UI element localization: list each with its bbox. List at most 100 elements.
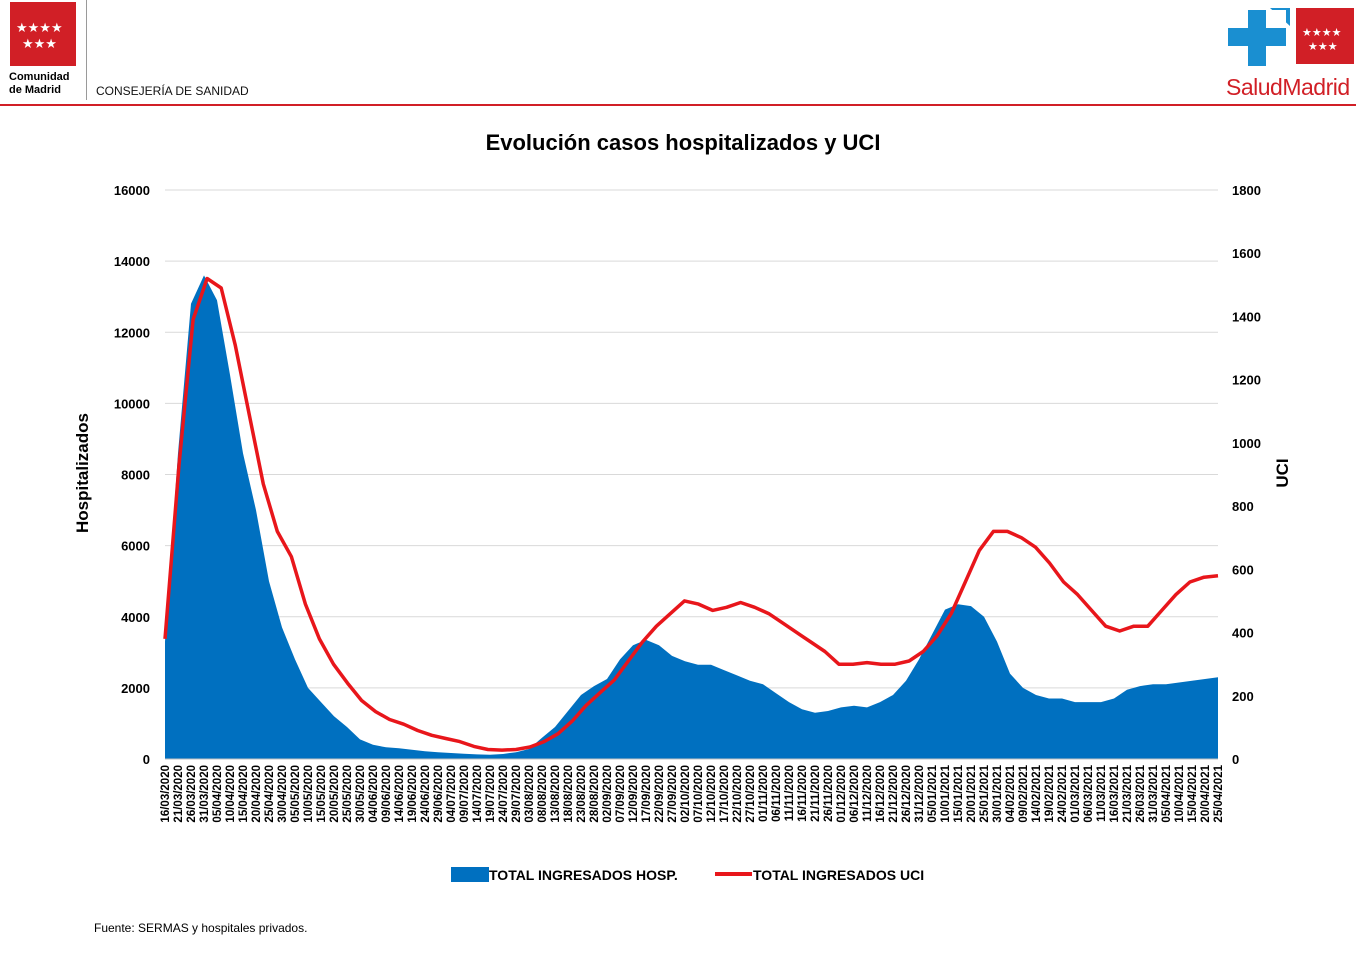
x-tick-label: 18/08/2020 [563,765,575,823]
x-tick-label: 26/03/2020 [186,765,198,823]
x-tick-label: 26/11/2020 [823,765,835,822]
x-tick-label: 05/04/2020 [212,765,224,823]
chart-title: Evolución casos hospitalizados y UCI [485,130,881,155]
x-tick-label: 30/05/2020 [355,765,367,823]
y-tick-right: 200 [1232,689,1254,704]
x-tick-label: 13/08/2020 [550,765,562,823]
x-tick-label: 11/12/2020 [862,765,874,822]
department-name: CONSEJERÍA DE SANIDAD [96,84,249,98]
x-tick-label: 24/07/2020 [498,765,510,823]
x-tick-label: 25/04/2021 [1213,764,1225,822]
x-tick-label: 10/04/2021 [1174,764,1186,822]
y-tick-left: 14000 [114,254,150,269]
x-axis-ticks: 16/03/2020 21/03/2020 26/03/2020 31/03/2020… [160,764,1225,822]
x-tick-label: 25/01/2021 [979,764,991,822]
x-tick-label: 06/11/2020 [771,765,783,822]
x-tick-label: 07/09/2020 [615,765,627,823]
y-tick-right: 1400 [1232,309,1261,324]
x-tick-label: 16/12/2020 [875,765,887,823]
y-tick-left: 0 [143,752,150,767]
x-tick-label: 06/12/2020 [849,765,861,823]
x-tick-label: 22/09/2020 [654,765,666,823]
x-tick-label: 31/03/2020 [199,765,211,823]
y-tick-right: 400 [1232,626,1254,641]
x-tick-label: 21/12/2020 [888,765,900,823]
x-tick-label: 12/10/2020 [706,765,718,823]
x-tick-label: 16/03/2021 [1109,764,1121,822]
x-tick-label: 01/11/2020 [758,765,770,822]
x-tick-label: 19/02/2021 [1044,764,1056,822]
line-uci [163,276,1219,752]
y-tick-right: 1000 [1232,436,1261,451]
svg-text:★★★★: ★★★★ [16,21,63,36]
x-tick-label: 29/07/2020 [511,765,523,823]
x-tick-label: 27/10/2020 [745,765,757,823]
x-tick-label: 16/03/2020 [160,765,172,823]
y-tick-right: 800 [1232,499,1254,514]
x-tick-label: 08/08/2020 [537,765,549,823]
x-tick-label: 17/10/2020 [719,765,731,823]
x-tick-label: 03/08/2020 [524,765,536,823]
y-tick-left: 8000 [121,468,150,483]
x-tick-label: 21/03/2020 [173,765,185,823]
x-tick-label: 10/05/2020 [303,765,315,823]
y-tick-left: 12000 [114,325,150,340]
x-tick-label: 14/06/2020 [394,765,406,823]
x-tick-label: 11/11/2020 [784,765,796,821]
legend-label-hospitalizados: TOTAL INGRESADOS HOSP. [489,867,678,883]
x-tick-label: 31/03/2021 [1148,764,1160,822]
x-tick-label: 29/06/2020 [433,765,445,823]
x-tick-label: 20/01/2021 [966,764,978,822]
y-axis-left-label: Hospitalizados [73,413,92,533]
x-tick-label: 25/05/2020 [342,765,354,823]
x-tick-label: 07/10/2020 [693,765,705,823]
x-tick-label: 14/07/2020 [472,765,484,823]
y-axis-right-label: UCI [1273,458,1292,487]
x-tick-label: 26/03/2021 [1135,764,1147,822]
x-tick-label: 06/03/2021 [1083,764,1095,822]
y-tick-left: 4000 [121,610,150,625]
x-tick-label: 24/06/2020 [420,765,432,823]
grid-lines [165,189,1218,689]
comunidad-de-madrid-logo: ★★★★ ★★★ [10,2,76,66]
svg-text:★★★★: ★★★★ [1302,26,1342,39]
y-tick-left: 10000 [114,396,150,411]
x-tick-label: 27/09/2020 [667,765,679,823]
x-tick-label: 05/05/2020 [290,765,302,823]
x-tick-label: 21/03/2021 [1122,764,1134,822]
x-tick-label: 09/02/2021 [1018,764,1030,822]
x-tick-label: 11/03/2021 [1096,764,1108,822]
x-tick-label: 10/04/2020 [225,765,237,823]
series-uci [163,276,1219,752]
source-note: Fuente: SERMAS y hospitales privados. [94,921,308,935]
x-tick-label: 15/05/2020 [316,765,328,823]
y-axis-left-ticks: 0 2000 4000 6000 8000 10000 12000 14000 16000 [114,183,150,767]
x-tick-label: 31/12/2020 [914,765,926,823]
x-tick-label: 20/04/2020 [251,765,263,823]
x-tick-label: 05/01/2021 [927,764,939,822]
x-tick-label: 19/06/2020 [407,765,419,823]
svg-text:★★★: ★★★ [22,37,57,52]
series-hospitalizados [165,275,1218,759]
x-tick-label: 30/01/2021 [992,764,1004,822]
x-tick-label: 09/06/2020 [381,765,393,823]
y-tick-left: 2000 [121,681,150,696]
x-tick-label: 05/04/2021 [1161,764,1173,822]
x-tick-label: 02/09/2020 [602,765,614,823]
area-hospitalizados [165,275,1218,759]
x-tick-label: 16/11/2020 [797,765,809,822]
x-tick-label: 10/01/2021 [940,764,952,822]
x-tick-label: 28/08/2020 [589,765,601,823]
x-tick-label: 24/02/2021 [1057,764,1069,822]
y-tick-right: 1600 [1232,246,1261,261]
org-name-line2: de Madrid [9,84,61,96]
y-tick-right: 1200 [1232,373,1261,388]
x-tick-label: 01/12/2020 [836,765,848,823]
x-tick-label: 21/11/2020 [810,765,822,822]
x-tick-label: 15/04/2021 [1187,764,1199,822]
org-name-line1: Comunidad [9,71,70,83]
x-tick-label: 15/01/2021 [953,764,965,822]
org-name: Comunidad de Madrid [9,71,70,97]
legend-label-uci: TOTAL INGRESADOS UCI [753,867,924,883]
